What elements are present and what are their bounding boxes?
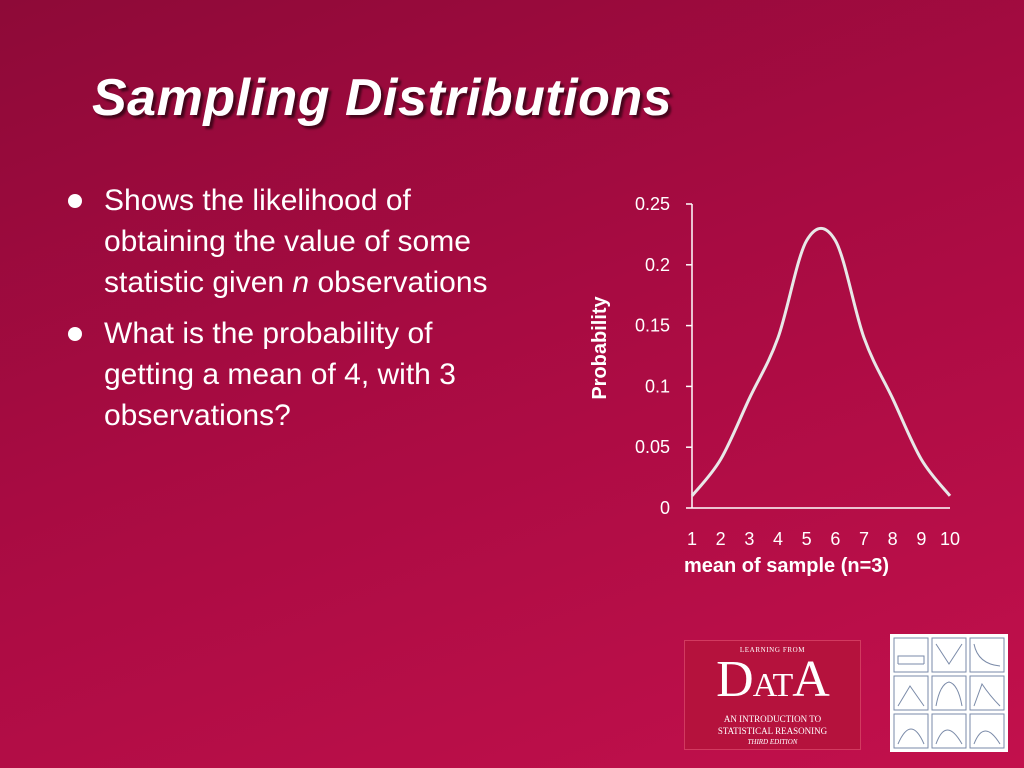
y-tick-label: 0.15 (635, 316, 670, 336)
x-tick-label: 9 (916, 529, 926, 549)
y-tick-label: 0.25 (635, 194, 670, 214)
distribution-thumbnails-icon (890, 634, 1008, 752)
bullet-text: What is the probability of getting a mea… (104, 317, 456, 432)
x-tick-label: 6 (830, 529, 840, 549)
y-axis-label: Probability (589, 295, 611, 399)
logo-letter-d: D (716, 651, 754, 708)
x-tick-label: 2 (716, 529, 726, 549)
x-tick-label: 7 (859, 529, 869, 549)
x-tick-label: 3 (744, 529, 754, 549)
bullet-list: Shows the likelihood of obtaining the va… (62, 180, 512, 446)
logo-letter-a: A (792, 651, 830, 708)
probability-chart: 0 0.05 0.1 0.15 0.2 0.25 1 2 3 4 5 6 7 8 9 10 Probabil… (589, 194, 960, 577)
bullet-text-end: observations (309, 266, 488, 299)
x-tick-label: 4 (773, 529, 783, 549)
y-tick-label: 0.1 (645, 376, 670, 396)
x-axis-label: mean of sample (n=3) (684, 555, 889, 577)
logo-subtitle-1: AN INTRODUCTION TO (723, 714, 822, 724)
y-tick-label: 0.2 (645, 255, 670, 275)
x-tick-label: 8 (888, 529, 898, 549)
bullet-text: Shows the likelihood of obtaining the va… (104, 184, 471, 299)
bullet-dot-icon (68, 194, 82, 208)
slide-title: Sampling Distributions (92, 69, 673, 127)
logo-subtitle-2: STATISTICAL REASONING (717, 726, 828, 736)
y-axis-ticks: 0 0.05 0.1 0.15 0.2 0.25 (635, 194, 692, 518)
series-line (690, 226, 952, 497)
logo-top-text: LEARNING FROM (739, 646, 806, 654)
logo-letters-at: AT (752, 667, 794, 704)
y-tick-label: 0.05 (635, 437, 670, 457)
y-tick-label: 0 (660, 498, 670, 518)
bullet-dot-icon (68, 327, 82, 341)
bullet-item: Shows the likelihood of obtaining the va… (62, 180, 512, 303)
bullet-italic-text: n (292, 266, 310, 299)
x-tick-label: 1 (687, 529, 697, 549)
logo-edition: THIRD EDITION (747, 738, 798, 746)
book-logo: LEARNING FROM DATA AN INTRODUCTION TO ST… (684, 640, 861, 750)
x-tick-label: 5 (802, 529, 812, 549)
x-axis-ticks: 1 2 3 4 5 6 7 8 9 10 (687, 529, 960, 549)
x-tick-label: 10 (940, 529, 960, 549)
bullet-item: What is the probability of getting a mea… (62, 313, 512, 436)
logo-wordmark: DATA (685, 654, 860, 712)
